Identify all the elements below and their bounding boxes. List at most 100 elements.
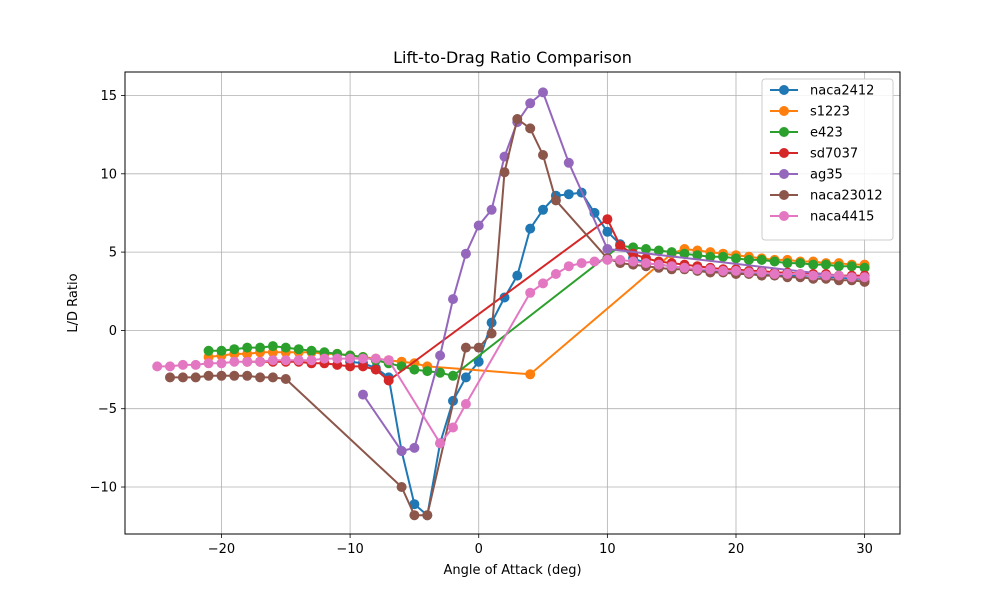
legend-marker [779,148,789,158]
data-point-naca2412 [512,270,523,281]
data-point-naca4415 [190,359,201,370]
data-point-s1223 [525,369,536,380]
data-point-naca4415 [216,358,227,369]
data-point-e423 [666,247,677,258]
data-point-naca4415 [769,269,780,279]
legend-item-s1223: s1223 [770,105,850,120]
y-tick-label: −5 [98,402,117,417]
legend-label: naca2412 [810,84,874,99]
data-point-ag35 [563,157,574,168]
data-point-naca23012 [242,370,253,381]
data-point-e423 [756,254,767,265]
data-point-naca4415 [435,438,446,449]
plot-frame [124,71,901,535]
data-point-naca4415 [821,270,831,281]
data-point-naca4415 [718,265,729,276]
legend-box [761,78,894,241]
data-point-naca4415 [280,355,291,366]
data-point-naca23012 [203,370,214,381]
legend-item-naca4415: naca4415 [770,210,874,225]
data-point-sd7037 [602,214,613,225]
data-point-ag35 [473,220,484,231]
legend-marker [779,85,789,95]
legend: naca2412 s1223 e423 sd7037 ag35 naca23012 naca… [761,78,894,241]
y-tick-label: −10 [90,481,117,496]
data-point-naca4415 [203,358,214,369]
data-point-ag35 [602,244,613,254]
legend-label: s1223 [810,105,850,120]
data-point-naca23012 [473,342,484,353]
data-point-naca4415 [653,259,664,270]
data-point-e423 [808,259,819,270]
data-point-naca23012 [190,372,201,383]
data-point-naca4415 [576,258,587,269]
data-point-e423 [641,244,651,254]
data-point-e423 [435,367,446,378]
x-tick-label: −10 [336,542,363,557]
data-point-naca23012 [486,328,497,339]
x-tick-label: 20 [728,542,745,557]
data-point-naca4415 [448,422,458,433]
data-point-e423 [448,370,458,381]
data-point-naca4415 [666,261,677,272]
data-point-naca23012 [229,370,240,381]
series-naca4415 [152,254,870,449]
data-point-naca23012 [255,372,266,383]
data-point-e423 [653,245,664,256]
data-point-ag35 [460,248,471,259]
legend-label: sd7037 [810,147,858,162]
data-point-ag35 [409,442,420,453]
y-tick-label: 10 [100,167,117,182]
data-point-e423 [859,262,870,273]
data-point-sd7037 [345,361,356,372]
data-point-e423 [409,364,420,375]
data-point-naca4415 [589,256,600,267]
data-point-naca23012 [499,167,510,178]
data-point-naca4415 [563,261,574,272]
y-tick-label: 0 [109,324,117,339]
data-point-naca4415 [177,359,188,370]
plot-area-series [152,87,870,521]
data-point-naca4415 [332,353,343,364]
data-point-e423 [821,259,831,270]
legend-marker [779,169,789,179]
data-point-naca4415 [358,353,368,364]
data-point-e423 [731,253,741,264]
data-point-naca4415 [705,264,716,275]
data-point-e423 [203,345,214,356]
data-point-naca4415 [255,356,266,367]
data-point-naca4415 [293,355,304,366]
data-point-ag35 [448,294,458,305]
data-point-naca4415 [615,254,626,265]
data-point-e423 [293,344,304,355]
legend-marker [779,106,789,116]
data-point-naca4415 [525,287,536,298]
data-point-naca23012 [267,372,278,383]
data-point-naca4415 [460,399,471,409]
data-point-e423 [306,345,317,356]
data-point-naca4415 [370,353,381,364]
data-point-ag35 [538,87,548,98]
data-point-e423 [769,256,780,267]
data-point-naca2412 [473,356,484,367]
data-point-naca2412 [538,204,548,215]
data-point-naca4415 [795,269,806,279]
legend-item-ag35: ag35 [770,168,843,183]
data-point-e423 [692,250,703,261]
legend-label: naca23012 [810,189,883,204]
data-point-naca4415 [345,353,356,364]
data-point-naca4415 [756,267,767,278]
data-point-e423 [705,251,716,262]
data-point-sd7037 [358,361,368,372]
data-point-naca4415 [743,267,754,278]
data-point-naca23012 [460,342,471,353]
data-point-naca4415 [859,272,870,283]
data-point-e423 [846,261,857,272]
data-point-naca23012 [409,510,420,521]
data-point-ag35 [486,204,497,215]
data-point-e423 [242,342,253,353]
data-point-naca23012 [165,372,175,383]
data-point-naca23012 [550,195,561,206]
